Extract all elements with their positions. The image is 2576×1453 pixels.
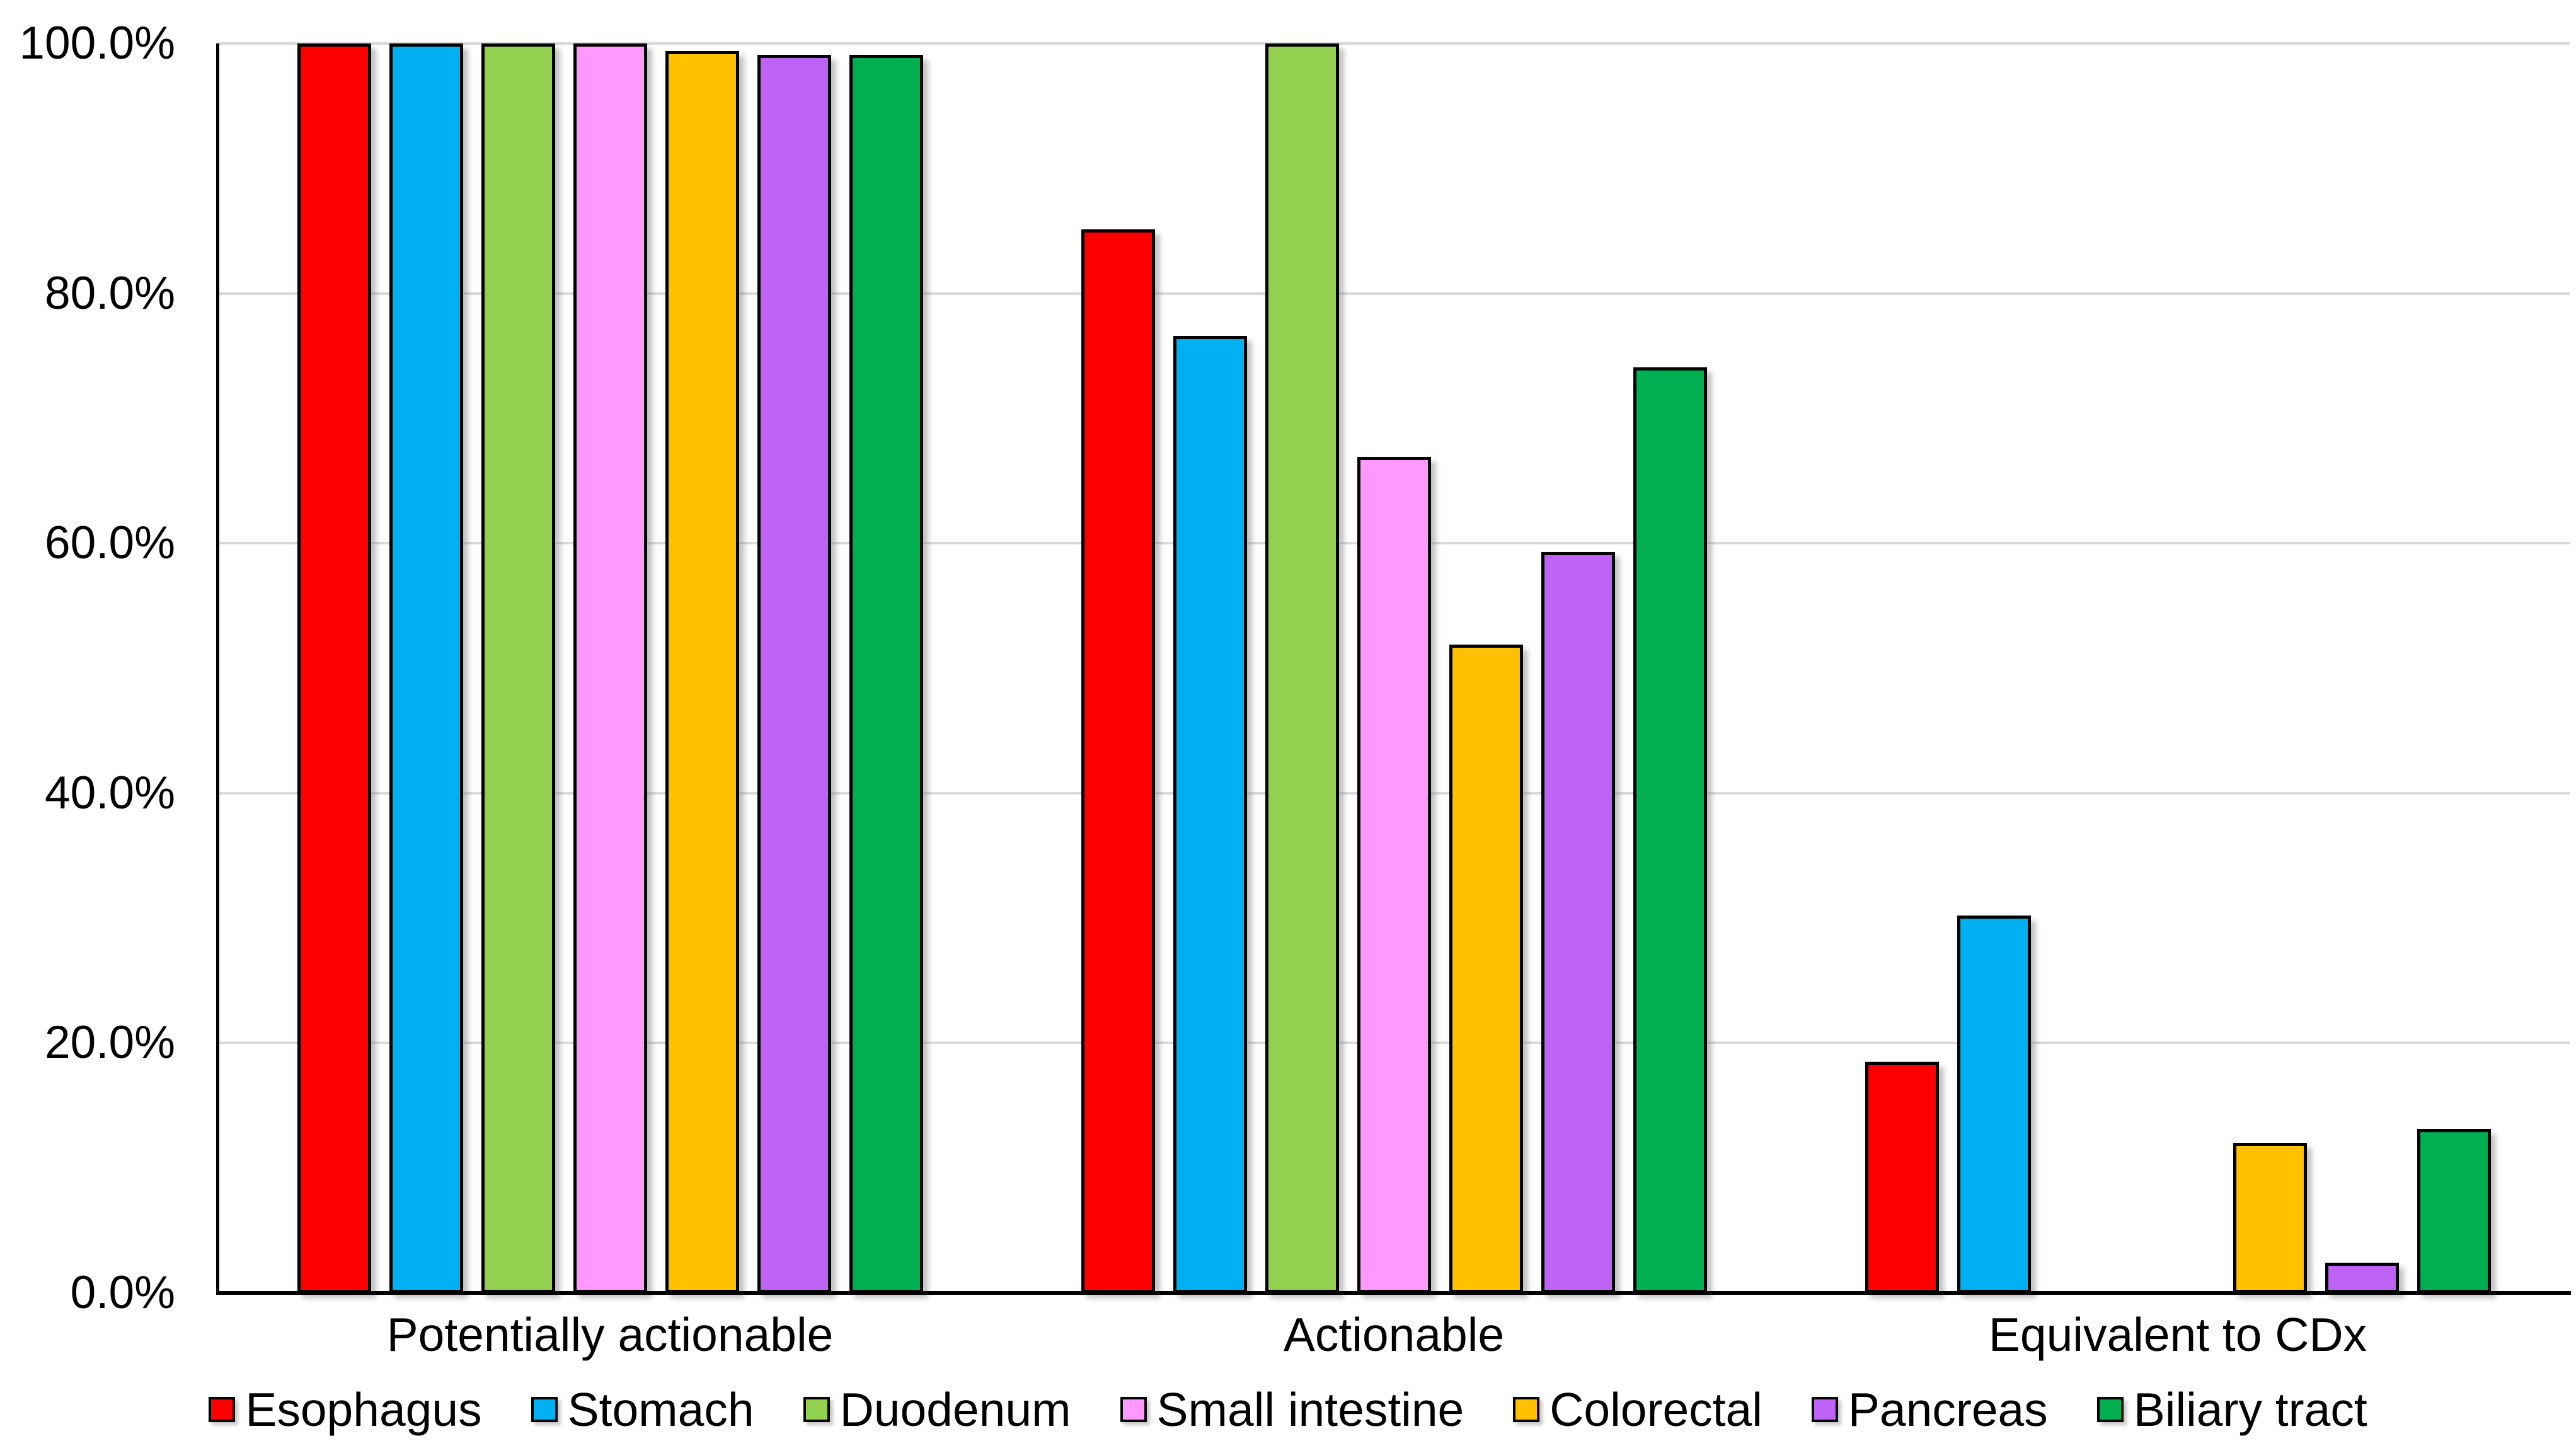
x-axis-category-labels: Potentially actionable Actionable Equivale…: [218, 1309, 2570, 1360]
bar-group: [1002, 43, 1786, 1293]
legend-label: Stomach: [567, 1383, 754, 1436]
gridline: [218, 292, 2570, 295]
bar: [2417, 1129, 2491, 1293]
legend: Esophagus Stomach Duodenum Small intestine C…: [0, 1381, 2576, 1438]
legend-label: Small intestine: [1156, 1383, 1464, 1436]
bar: [1957, 916, 2031, 1293]
legend-item: Biliary tract: [2096, 1381, 2367, 1438]
bar: [1865, 1062, 1939, 1293]
legend-label: Duodenum: [839, 1383, 1071, 1436]
legend-item: Pancreas: [1811, 1381, 2048, 1438]
legend-label: Biliary tract: [2133, 1383, 2367, 1436]
x-category-label: Potentially actionable: [386, 1308, 834, 1361]
legend-label: Esophagus: [245, 1383, 482, 1436]
legend-label: Pancreas: [1848, 1383, 2048, 1436]
y-tick-label: 60.0%: [45, 517, 175, 569]
bar: [297, 43, 371, 1293]
bar-group: [218, 43, 1002, 1293]
bar: [389, 43, 463, 1293]
y-tick-label: 100.0%: [19, 18, 175, 69]
legend-swatch: [1513, 1397, 1540, 1422]
bar: [1357, 457, 1431, 1293]
legend-swatch: [1120, 1397, 1147, 1422]
x-category-label: Equivalent to CDx: [1988, 1308, 2367, 1361]
bar-group: [1786, 43, 2570, 1293]
bar: [573, 43, 647, 1293]
legend-swatch: [803, 1397, 830, 1422]
y-axis-line: [216, 43, 219, 1293]
bar: [1541, 552, 1615, 1293]
y-tick-label: 20.0%: [45, 1017, 175, 1069]
bar: [665, 51, 739, 1293]
x-axis-line: [216, 1291, 2571, 1295]
legend-swatch: [209, 1397, 236, 1422]
bar: [849, 55, 923, 1293]
bar: [1265, 43, 1339, 1293]
legend-item: Stomach: [531, 1381, 754, 1438]
gridline: [218, 42, 2570, 45]
x-category-label: Actionable: [1283, 1308, 1505, 1361]
bar: [1633, 367, 1707, 1293]
legend-item: Small intestine: [1120, 1381, 1464, 1438]
legend-item: Esophagus: [209, 1381, 482, 1438]
bar: [2233, 1143, 2307, 1293]
y-tick-label: 80.0%: [45, 267, 175, 319]
legend-swatch: [1811, 1397, 1838, 1422]
bar: [757, 55, 831, 1293]
bar: [1081, 229, 1155, 1293]
legend-label: Colorectal: [1550, 1383, 1762, 1436]
bar: [2325, 1263, 2399, 1293]
plot-area: [218, 43, 2570, 1293]
legend-item: Colorectal: [1513, 1381, 1762, 1438]
legend-swatch: [531, 1397, 558, 1422]
bar: [1449, 645, 1523, 1293]
y-tick-label: 40.0%: [45, 767, 175, 818]
bar: [481, 43, 555, 1293]
legend-swatch: [2096, 1397, 2124, 1422]
y-tick-label: 0.0%: [70, 1267, 175, 1318]
legend-item: Duodenum: [803, 1381, 1071, 1438]
bar: [1173, 336, 1247, 1293]
